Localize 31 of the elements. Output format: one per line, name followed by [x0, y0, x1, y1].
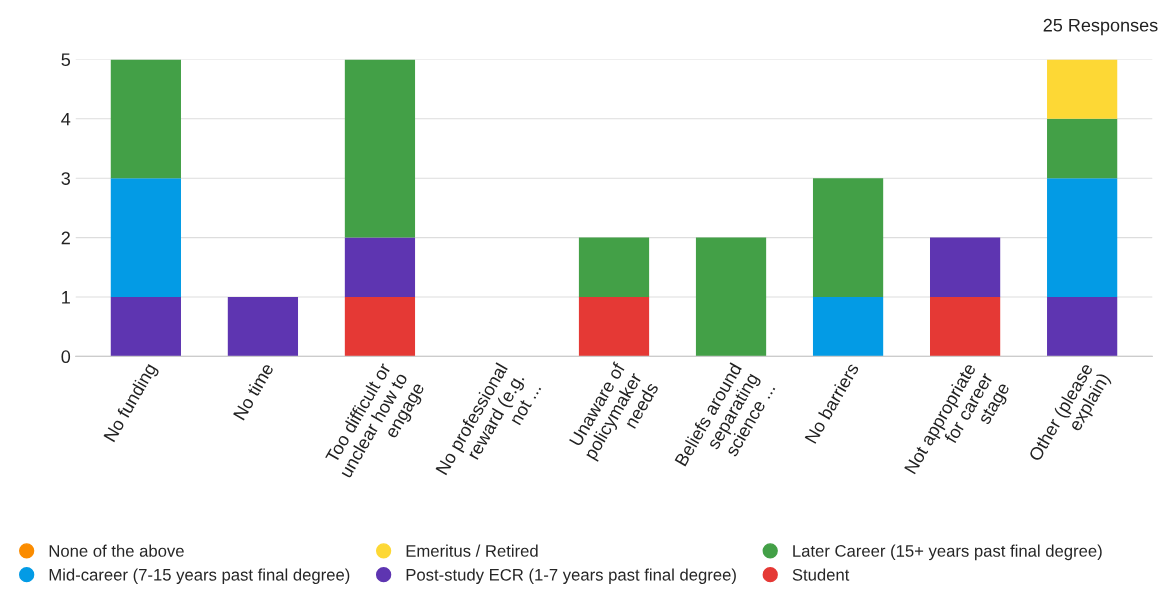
bar [110, 178, 181, 297]
bar [344, 297, 416, 357]
bar [227, 297, 299, 357]
bar [578, 297, 650, 357]
y-tick-label: 1 [62, 291, 70, 304]
bar [578, 237, 650, 297]
text: 25 Responses [1043, 18, 1158, 36]
bar [344, 59, 416, 238]
y-tick-label: 4 [61, 112, 71, 126]
bar [695, 237, 767, 357]
legend-label: Student [792, 568, 850, 581]
y-tick-label: 2 [61, 231, 70, 245]
bar [1047, 118, 1118, 179]
bar [812, 297, 884, 357]
bar [110, 297, 181, 357]
y-tick-label: 0 [61, 350, 71, 364]
y-tick-label: 5 [61, 53, 71, 67]
legend-label: None of the above [49, 544, 184, 557]
bar [344, 237, 416, 297]
bar [930, 237, 1001, 297]
bar [1047, 59, 1118, 119]
legend-label: Mid-career (7-15 years past final degree) [49, 568, 350, 584]
y-tick-label: 3 [61, 172, 71, 185]
legend-label: Emeritus / Retired [406, 544, 538, 557]
bar [1047, 178, 1118, 297]
legend-label: Later Career (15+ years past final degree) [793, 544, 1102, 561]
bar [930, 297, 1001, 357]
legend-label: Post-study ECR (1-7 years past final degree) [406, 568, 736, 584]
bar [110, 59, 181, 179]
bar [1047, 297, 1118, 357]
bar [812, 178, 884, 297]
